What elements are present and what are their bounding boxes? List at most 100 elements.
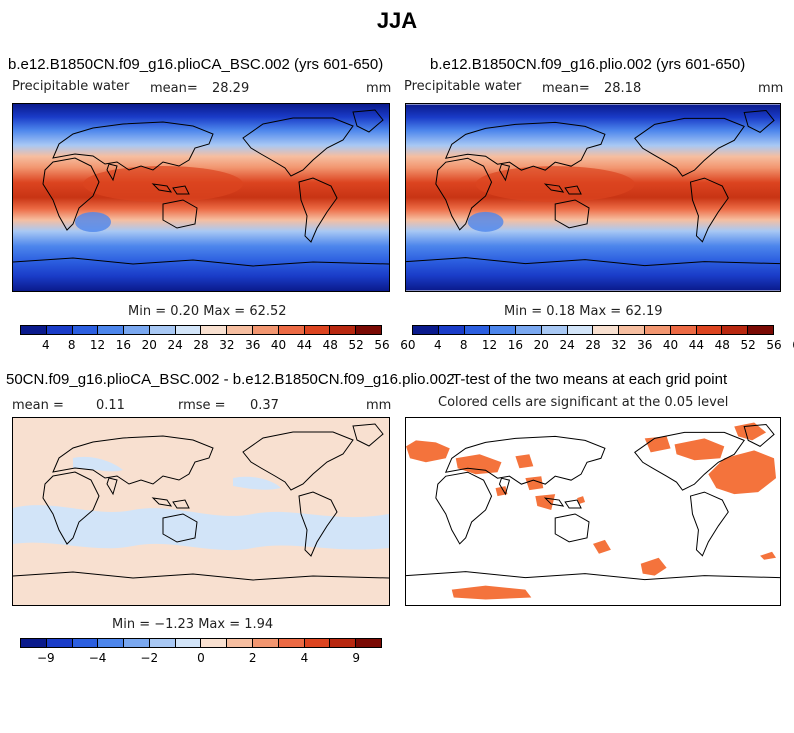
colorbar-swatch [304, 326, 331, 334]
figure-title: JJA [376, 8, 418, 33]
colorbar-tick-label: 48 [322, 338, 338, 352]
colorbar-swatch [696, 326, 723, 334]
colorbar-swatch [490, 326, 517, 334]
significant-cell-region [495, 486, 508, 497]
panel2-mean-label: mean= [542, 81, 590, 96]
colorbar-swatch [175, 326, 202, 334]
colorbar-swatch [645, 326, 671, 334]
panel1-map [12, 103, 390, 292]
colorbar-swatch [149, 639, 176, 647]
colorbar-swatch [21, 326, 47, 334]
significant-cell-region [515, 454, 534, 469]
colorbar-tick-label: −4 [88, 651, 107, 665]
panel3-map [12, 417, 390, 606]
colorbar-swatch [278, 639, 305, 647]
colorbar-tick-label: 36 [245, 338, 261, 352]
panel3-rmse-value: 0.37 [250, 398, 279, 413]
colorbar-swatch [227, 326, 254, 334]
significant-cell-region [577, 496, 586, 505]
colorbar-swatch [72, 326, 99, 334]
colorbar-tick-label: 56 [374, 338, 390, 352]
panel3-units: mm [366, 398, 392, 413]
colorbar-swatch [619, 326, 646, 334]
colorbar-tick-label: 32 [219, 338, 235, 352]
colorbar-tick-label: 36 [637, 338, 653, 352]
colorbar-tick-label: 4 [300, 651, 309, 665]
panel1-mean-label: mean= [150, 81, 198, 96]
panel1-minmax: Min = 0.20 Max = 62.52 [128, 304, 287, 319]
colorbar-swatch [46, 639, 73, 647]
colorbar-tick-label: 60 [792, 338, 794, 352]
panel2-colorbar [412, 325, 774, 335]
colorbar-swatch [722, 326, 749, 334]
panel2-map [405, 103, 781, 292]
colorbar-tick-label: 12 [481, 338, 498, 352]
significant-cell-region [525, 476, 544, 491]
colorbar-swatch [330, 639, 357, 647]
colorbar-tick-label: 40 [662, 338, 679, 352]
colorbar-tick-label: 0 [197, 651, 205, 665]
panel1-variable: Precipitable water [12, 79, 130, 94]
colorbar-tick-label: 16 [507, 338, 524, 352]
panel2-title: b.e12.B1850CN.f09_g16.plio.002 (yrs 601-… [430, 56, 746, 73]
colorbar-tick-label: 60 [400, 338, 416, 352]
significant-cell-region [760, 551, 777, 560]
significant-cell-region [640, 557, 667, 576]
colorbar-swatch [567, 326, 594, 334]
panel1-title: b.e12.B1850CN.f09_g16.plioCA_BSC.002 (yr… [8, 56, 384, 73]
significant-cell-region [406, 440, 450, 463]
colorbar-tick-label: −2 [140, 651, 159, 665]
colorbar-swatch [21, 639, 47, 647]
colorbar-swatch [413, 326, 439, 334]
colorbar-tick-label: 4 [42, 338, 50, 352]
colorbar-swatch [748, 326, 773, 334]
panel3-minmax: Min = −1.23 Max = 1.94 [112, 617, 274, 632]
panel3-rmse-label: rmse = [178, 398, 226, 413]
panel1-colorbar [20, 325, 382, 335]
panel2-units: mm [758, 81, 784, 96]
colorbar-swatch [304, 639, 331, 647]
colorbar-tick-label: 44 [296, 338, 313, 352]
colorbar-tick-label: 52 [740, 338, 756, 352]
colorbar-swatch [356, 326, 381, 334]
colorbar-tick-label: 8 [459, 338, 468, 352]
colorbar-swatch [438, 326, 465, 334]
significant-cell-region [708, 450, 777, 495]
colorbar-swatch [541, 326, 568, 334]
colorbar-tick-label: 28 [193, 338, 209, 352]
significant-cell-region [734, 422, 767, 441]
significant-cell-region [451, 585, 532, 600]
colorbar-tick-label: 56 [766, 338, 782, 352]
colorbar-swatch [175, 639, 202, 647]
colorbar-tick-label: 24 [167, 338, 183, 352]
significant-cell-region [674, 438, 725, 461]
colorbar-swatch [201, 326, 228, 334]
colorbar-tick-label: 24 [559, 338, 575, 352]
colorbar-tick-label: 2 [248, 651, 257, 665]
colorbar-tick-label: 12 [89, 338, 106, 352]
panel1-units: mm [366, 81, 392, 96]
colorbar-swatch [253, 326, 279, 334]
panel3-colorbar [20, 638, 382, 648]
panel1-mean-value: 28.29 [212, 81, 250, 96]
colorbar-swatch [593, 326, 620, 334]
panel4-subtitle: Colored cells are significant at the 0.0… [438, 395, 729, 410]
colorbar-tick-label: 48 [714, 338, 730, 352]
significant-cell-region [455, 454, 502, 475]
panel3-title: 50CN.f09_g16.plioCA_BSC.002 - b.e12.B185… [6, 371, 455, 388]
colorbar-swatch [72, 639, 99, 647]
panel2-mean-value: 28.18 [604, 81, 642, 96]
colorbar-swatch [46, 326, 73, 334]
colorbar-tick-label: 4 [434, 338, 442, 352]
colorbar-tick-label: 32 [611, 338, 627, 352]
panel4-map [405, 417, 781, 606]
colorbar-swatch [149, 326, 176, 334]
colorbar-swatch [278, 326, 305, 334]
colorbar-swatch [98, 326, 125, 334]
colorbar-swatch [253, 639, 279, 647]
colorbar-tick-label: 9 [352, 651, 360, 665]
colorbar-swatch [124, 639, 150, 647]
colorbar-tick-label: 52 [348, 338, 364, 352]
significant-cell-region [535, 494, 556, 511]
colorbar-swatch [201, 639, 228, 647]
